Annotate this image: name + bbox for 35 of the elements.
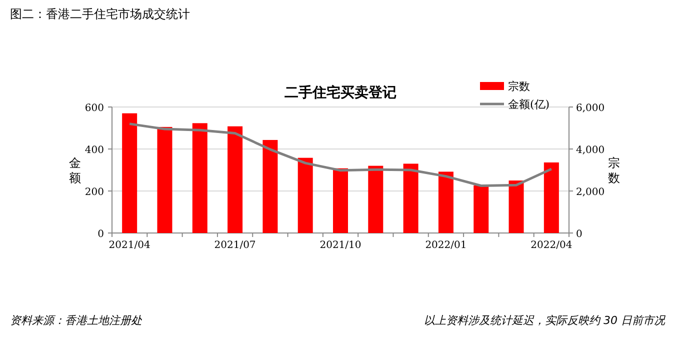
y2-tick-label: 6,000 (576, 103, 605, 114)
x-tick-label: 2021/07 (214, 240, 256, 251)
y-axis-title: 金额 (69, 156, 81, 185)
y2-axis-title: 宗数 (608, 156, 620, 185)
y2-tick-label: 4,000 (576, 145, 605, 156)
chart-title: 图二：香港二手住宅市场成交统计 (10, 7, 190, 21)
bar (438, 172, 454, 233)
bar (157, 126, 172, 233)
bar (192, 123, 208, 233)
bar (508, 180, 524, 233)
y-tick-label: 0 (98, 229, 104, 240)
y-tick-label: 400 (84, 145, 104, 156)
y2-tick-label: 2,000 (576, 187, 605, 198)
bar (368, 166, 384, 233)
bar (262, 140, 278, 233)
text: 资料来源：香港土地注册处 (10, 314, 143, 327)
x-tick-label: 2022/04 (530, 240, 572, 251)
bar (544, 162, 559, 233)
line-series (128, 122, 553, 187)
bar (474, 185, 489, 233)
x-tick-label: 2021/04 (108, 240, 150, 251)
y-tick-label: 200 (84, 187, 104, 198)
text: 以上资料涉及统计延迟，实际反映约 30 日前市况 (424, 314, 666, 327)
legend-label: 宗数 (508, 80, 530, 93)
y-tick-label: 600 (84, 103, 104, 114)
bar (403, 164, 418, 233)
chart-subtitle: 二手住宅买卖登记 (284, 84, 396, 101)
x-tick-label: 2022/01 (425, 240, 467, 251)
y2-tick-label: 0 (576, 229, 582, 240)
x-tick-label: 2021/10 (320, 240, 362, 251)
bar (333, 168, 348, 233)
bar (122, 113, 138, 233)
bar (298, 158, 313, 233)
legend-label: 金额(亿) (508, 98, 550, 111)
bar (228, 126, 243, 233)
